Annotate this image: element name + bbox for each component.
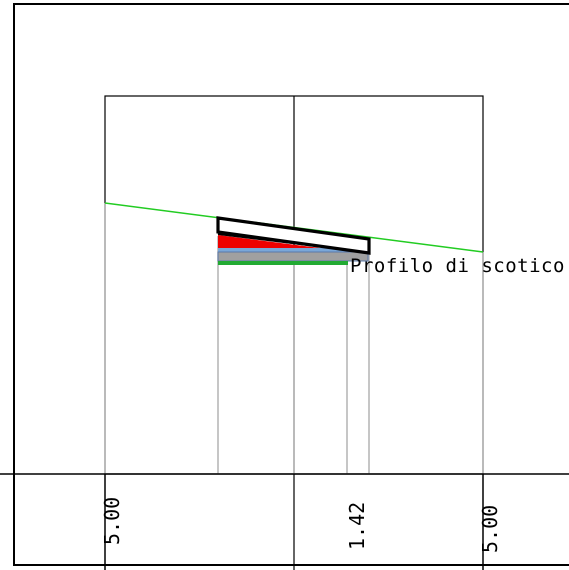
dimension-label-mid: 1.42 xyxy=(345,502,369,550)
stripping-layer xyxy=(218,235,320,248)
profile-label: Profilo di scotico xyxy=(350,255,565,277)
layer-green xyxy=(218,261,348,265)
dimension-label-right: 5.00 xyxy=(478,505,502,553)
dimension-label-left: 5.00 xyxy=(100,497,124,545)
slab-base-line xyxy=(217,233,351,251)
guide-lines xyxy=(104,203,484,474)
layer-blue xyxy=(218,248,368,252)
pavement-slab xyxy=(216,216,371,255)
dimension-ticks xyxy=(104,474,484,570)
layer-grey xyxy=(217,251,369,262)
outer-frame xyxy=(13,3,569,566)
